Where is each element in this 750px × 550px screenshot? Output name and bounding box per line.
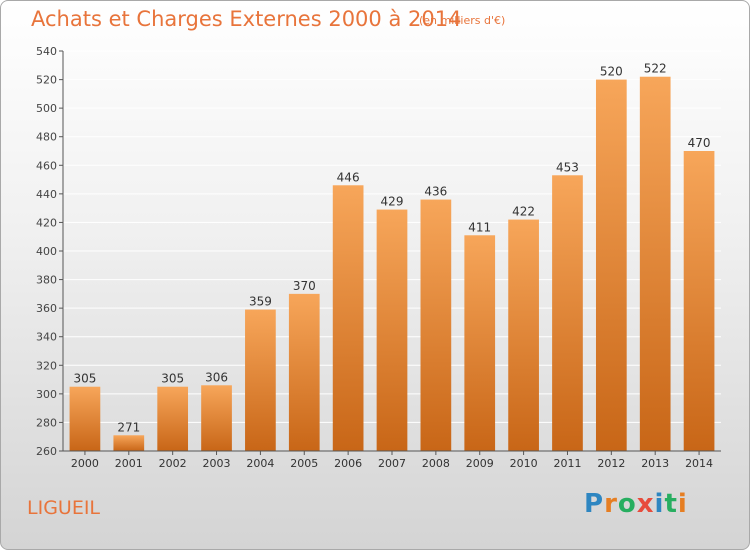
bar [69, 386, 101, 451]
data-label: 522 [644, 62, 667, 76]
chart-subtitle: (en milliers d'€) [419, 14, 506, 27]
x-tick-label: 2000 [71, 457, 99, 470]
y-tick-label: 360 [36, 302, 57, 315]
x-tick-label: 2002 [159, 457, 187, 470]
value-labels: 305 271 305 306 359 370 446 429 436 411 422 453 520 5… [73, 62, 710, 435]
x-tick-label: 2013 [641, 457, 669, 470]
bar [639, 76, 671, 451]
bar [245, 309, 276, 451]
y-tick-label: 260 [36, 445, 57, 458]
data-label: 470 [688, 136, 711, 150]
x-tick-label: 2001 [115, 457, 143, 470]
bars [69, 76, 715, 452]
bar [420, 199, 452, 451]
x-tick-label: 2004 [246, 457, 274, 470]
bar [376, 209, 408, 451]
bar [464, 235, 496, 451]
x-tick-label: 2005 [290, 457, 318, 470]
bar [683, 151, 715, 451]
data-label: 359 [249, 295, 272, 309]
x-tick-label: 2003 [203, 457, 231, 470]
data-label: 520 [600, 65, 623, 79]
data-label: 411 [468, 220, 491, 234]
axes: 260 280 300 320 340 360 380 400 420 440 460 480 500 5… [36, 45, 721, 470]
commune-name: LIGUEIL [27, 497, 101, 519]
data-label: 429 [381, 195, 404, 209]
logo-letter: r [604, 489, 618, 519]
y-tick-label: 300 [36, 388, 57, 401]
x-tick-label: 2006 [334, 457, 362, 470]
data-label: 271 [117, 420, 140, 434]
bar [288, 293, 320, 451]
y-tick-label: 460 [36, 159, 57, 172]
x-tick-label: 2014 [685, 457, 713, 470]
y-tick-label: 480 [36, 131, 57, 144]
x-tick-label: 2007 [378, 457, 406, 470]
y-tick-label: 440 [36, 188, 57, 201]
y-tick-label: 400 [36, 245, 57, 258]
x-tick-label: 2012 [597, 457, 625, 470]
bar [332, 185, 364, 452]
y-tick-label: 420 [36, 216, 57, 229]
y-tick-label: 280 [36, 416, 57, 429]
bar [508, 219, 539, 451]
data-label: 436 [424, 185, 447, 199]
x-tick-label: 2009 [466, 457, 494, 470]
data-label: 422 [512, 205, 535, 219]
data-label: 305 [161, 372, 184, 386]
logo-letter: o [617, 489, 637, 519]
y-tick-label: 500 [36, 102, 57, 115]
y-tick-label: 520 [36, 74, 57, 87]
bar [157, 386, 189, 451]
logo-letter: P [584, 489, 605, 519]
logo-letter: x [636, 489, 655, 519]
proxiti-logo: Proxiti [584, 489, 688, 519]
bar [595, 79, 627, 452]
bar [201, 385, 232, 451]
bar [552, 175, 583, 452]
data-label: 446 [337, 170, 360, 184]
logo-letter: t [664, 489, 678, 519]
bar [113, 435, 145, 451]
chart-title: Achats et Charges Externes 2000 à 2014 [31, 7, 462, 31]
y-tick-label: 320 [36, 359, 57, 372]
x-tick-label: 2011 [553, 457, 581, 470]
data-label: 370 [293, 279, 316, 293]
x-tick-label: 2008 [422, 457, 450, 470]
logo-letter: i [654, 489, 665, 519]
data-label: 453 [556, 160, 579, 174]
y-tick-label: 380 [36, 274, 57, 287]
y-tick-label: 540 [36, 45, 57, 58]
y-tick-label: 340 [36, 331, 57, 344]
logo-letter: i [677, 489, 688, 519]
data-label: 305 [73, 372, 96, 386]
x-tick-label: 2010 [510, 457, 538, 470]
data-label: 306 [205, 370, 228, 384]
